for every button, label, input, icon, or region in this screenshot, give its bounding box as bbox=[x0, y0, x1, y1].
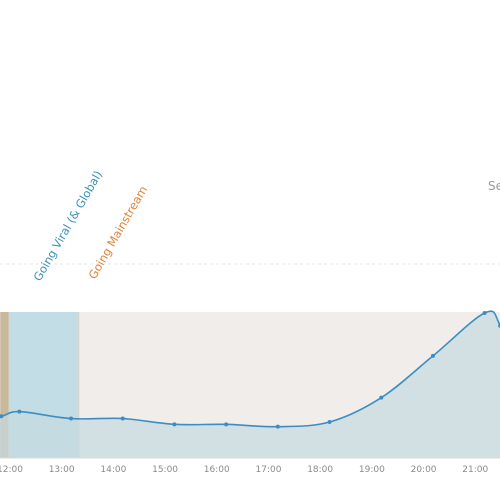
x-tick-label: 18:00 bbox=[307, 465, 333, 475]
area-layer bbox=[0, 310, 500, 458]
data-point[interactable] bbox=[275, 424, 280, 429]
series-line bbox=[0, 310, 500, 428]
x-tick-label: 12:00 bbox=[0, 465, 23, 475]
x-tick-label: 13:00 bbox=[49, 465, 75, 475]
data-point[interactable] bbox=[172, 422, 177, 427]
x-tick-label: 21:00 bbox=[462, 465, 488, 475]
data-point[interactable] bbox=[430, 353, 435, 358]
data-point[interactable] bbox=[224, 422, 229, 427]
x-tick-label: 14:00 bbox=[100, 465, 126, 475]
data-point[interactable] bbox=[120, 416, 125, 421]
phase-band-0 bbox=[0, 312, 9, 458]
data-points bbox=[0, 311, 500, 429]
x-tick-label: 15:00 bbox=[152, 465, 178, 475]
phase-label-2: Going Mainstream bbox=[85, 183, 150, 281]
data-point[interactable] bbox=[17, 409, 22, 414]
data-point[interactable] bbox=[482, 311, 487, 315]
x-tick-label: 19:00 bbox=[359, 465, 385, 475]
data-point[interactable] bbox=[327, 420, 332, 425]
x-tick-label: 17:00 bbox=[256, 465, 282, 475]
series-area bbox=[0, 311, 500, 458]
data-point[interactable] bbox=[0, 414, 4, 419]
corner-label: Se bbox=[488, 179, 500, 193]
x-axis-ticks: 12:00 13:00 14:00 15:00 16:00 17:00 18:00 19:00… bbox=[0, 465, 489, 475]
phase-labels: Middle EastGoing Viral (& Global)Going M… bbox=[30, 168, 150, 283]
data-point[interactable] bbox=[69, 416, 74, 421]
x-tick-label: 20:00 bbox=[411, 465, 437, 475]
x-tick-label: 16:00 bbox=[204, 465, 230, 475]
data-point[interactable] bbox=[379, 395, 384, 400]
